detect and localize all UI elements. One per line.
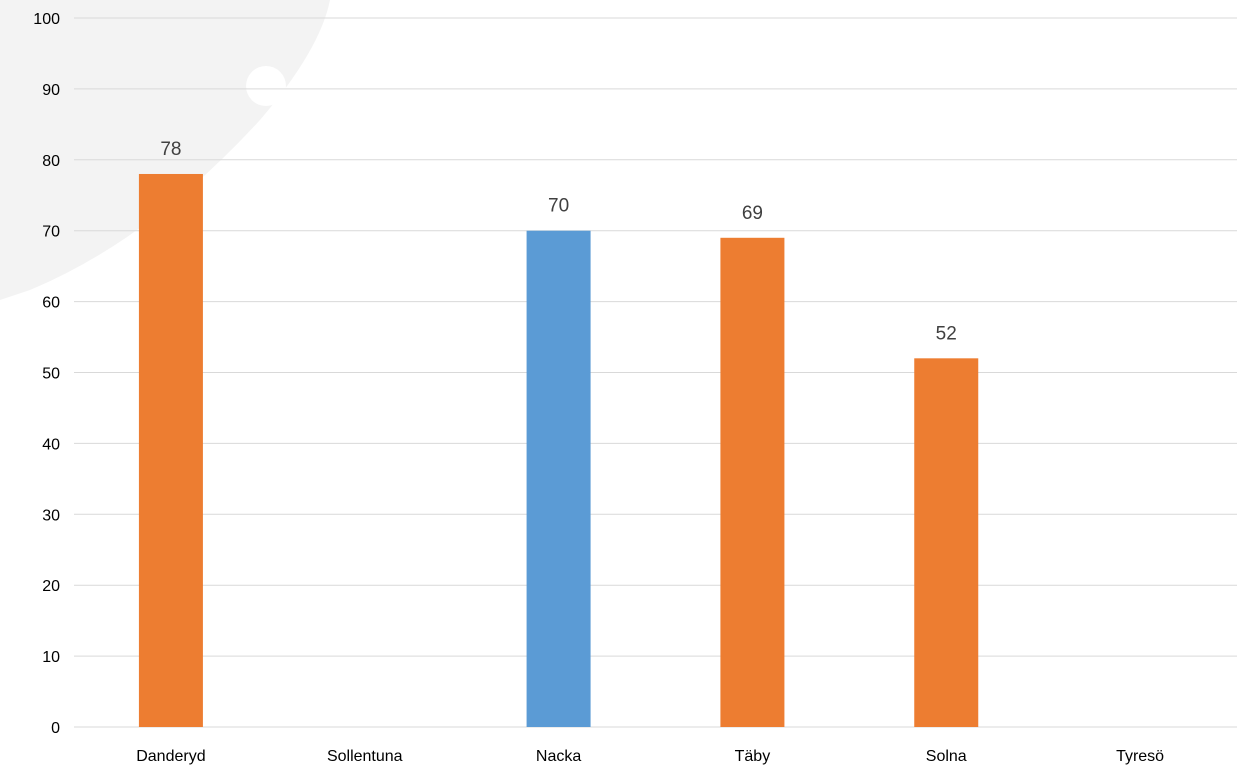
watermark-shape [0, 0, 330, 300]
y-tick-label: 40 [42, 436, 60, 453]
y-tick-label: 50 [42, 366, 60, 383]
y-tick-label: 10 [42, 649, 60, 666]
x-tick-label: Täby [735, 748, 771, 765]
y-tick-label: 20 [42, 578, 60, 595]
y-tick-label: 100 [33, 11, 60, 28]
x-axis-tick-labels: Danderyd Sollentuna Nacka Täby Solna Tyresö [136, 748, 1164, 765]
y-tick-label: 60 [42, 295, 60, 312]
bar [138, 173, 203, 728]
y-tick-label: 80 [42, 153, 60, 170]
x-tick-label: Nacka [536, 748, 581, 765]
x-tick-label: Tyresö [1116, 748, 1164, 765]
data-labels: 78 70 69 52 [160, 139, 956, 344]
x-tick-label: Danderyd [136, 748, 205, 765]
watermark-graphic [0, 0, 330, 300]
y-tick-label: 0 [51, 720, 60, 737]
y-axis-tick-labels: 0 10 20 30 40 50 60 70 80 90 100 [33, 11, 60, 737]
bars [138, 173, 979, 728]
data-label: 70 [548, 196, 569, 217]
bar [914, 358, 979, 727]
gridlines [74, 17, 1237, 728]
y-tick-label: 90 [42, 82, 60, 99]
watermark-hole [246, 66, 286, 106]
data-label: 52 [936, 323, 957, 344]
x-tick-label: Sollentuna [327, 748, 403, 765]
data-label: 78 [160, 139, 181, 160]
y-tick-label: 30 [42, 507, 60, 524]
x-tick-label: Solna [926, 748, 967, 765]
bar [526, 230, 591, 727]
data-label: 69 [742, 203, 763, 224]
bar [720, 237, 785, 728]
y-tick-label: 70 [42, 224, 60, 241]
